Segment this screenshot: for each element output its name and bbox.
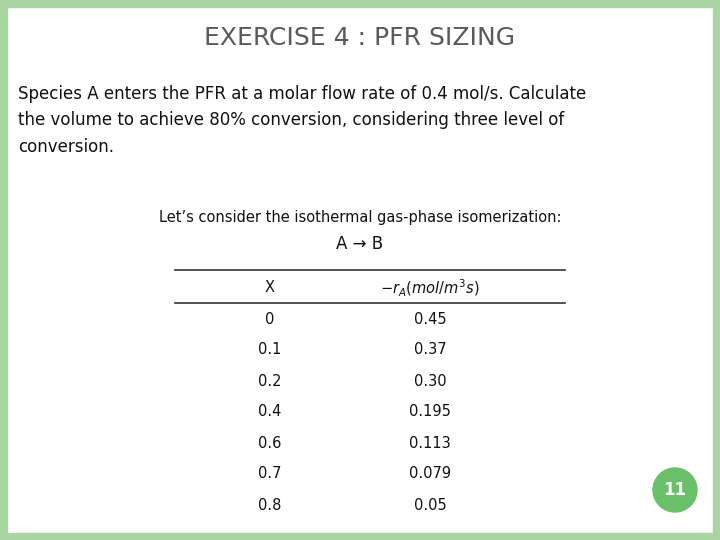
Text: X: X <box>265 280 275 295</box>
Text: 0.1: 0.1 <box>258 342 282 357</box>
Bar <box>0 533 720 540</box>
Text: 0.45: 0.45 <box>414 312 446 327</box>
Text: 0.05: 0.05 <box>413 497 446 512</box>
Text: EXERCISE 4 : PFR SIZING: EXERCISE 4 : PFR SIZING <box>204 26 516 50</box>
Text: Species A enters the PFR at a molar flow rate of 0.4 mol/s. Calculate
the volume: Species A enters the PFR at a molar flow… <box>18 85 586 156</box>
Text: 11: 11 <box>664 481 686 499</box>
Bar <box>0 0 7 540</box>
Text: 0.7: 0.7 <box>258 467 282 482</box>
Bar <box>713 0 720 540</box>
Text: A → B: A → B <box>336 235 384 253</box>
Text: 0.4: 0.4 <box>258 404 282 420</box>
Text: 0.195: 0.195 <box>409 404 451 420</box>
Text: 0.30: 0.30 <box>414 374 446 388</box>
Text: 0.113: 0.113 <box>409 435 451 450</box>
Text: $-r_A(mol/m^3s)$: $-r_A(mol/m^3s)$ <box>380 278 480 299</box>
Bar <box>0 0 720 7</box>
Text: 0.8: 0.8 <box>258 497 282 512</box>
Text: 0.079: 0.079 <box>409 467 451 482</box>
Text: Let’s consider the isothermal gas-phase isomerization:: Let’s consider the isothermal gas-phase … <box>158 210 562 225</box>
Text: 0.6: 0.6 <box>258 435 282 450</box>
Text: 0.37: 0.37 <box>414 342 446 357</box>
Circle shape <box>653 468 697 512</box>
Text: 0.2: 0.2 <box>258 374 282 388</box>
Text: 0: 0 <box>265 312 275 327</box>
